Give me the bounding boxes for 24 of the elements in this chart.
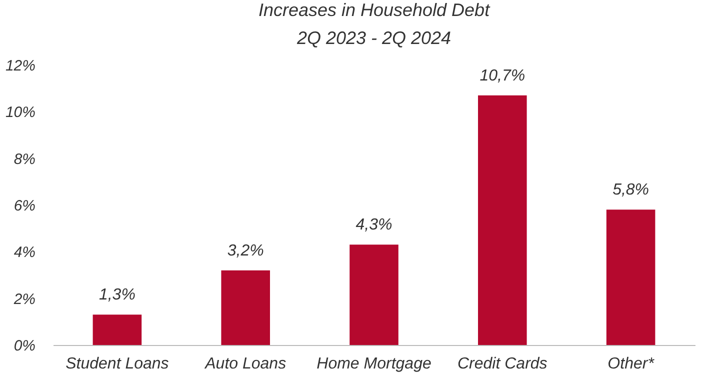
y-tick-label: 12% (5, 58, 36, 74)
y-tick-label: 8% (14, 150, 36, 168)
data-label: 10,7% (480, 67, 526, 84)
y-tick-label: 0% (14, 338, 36, 354)
bar (221, 270, 270, 345)
y-tick-label: 4% (14, 244, 36, 262)
chart-title: Increases in Household Debt (258, 0, 491, 20)
x-tick-label: Student Loans (66, 356, 169, 372)
y-tick-label: 2% (12, 290, 36, 308)
data-label: 3,2% (227, 242, 264, 260)
data-label: 5,8% (612, 182, 650, 199)
bar (606, 210, 656, 345)
data-label: 1,3% (98, 286, 136, 304)
y-tick-label: 6% (14, 198, 36, 214)
x-tick-label: Home Mortgage (316, 356, 432, 372)
data-label: 4,3% (356, 216, 392, 234)
bar (478, 95, 527, 345)
bar (350, 244, 398, 345)
chart-subtitle: 2Q 2023 - 2Q 2024 (296, 28, 452, 48)
bar (92, 314, 142, 345)
y-tick-label: 10% (5, 104, 36, 122)
x-tick-label: Auto Loans (204, 356, 286, 372)
x-tick-label: Credit Cards (457, 356, 548, 372)
x-tick-label: Other* (608, 356, 655, 372)
